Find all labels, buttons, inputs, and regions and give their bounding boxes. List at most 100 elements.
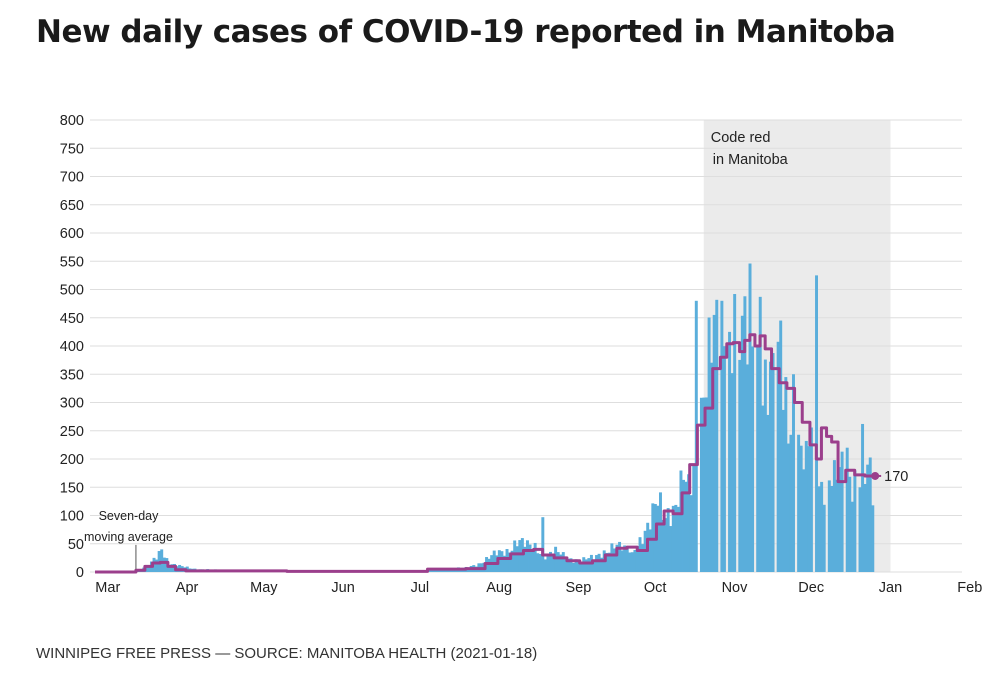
bar (502, 555, 506, 572)
bar (661, 519, 665, 572)
bar (728, 331, 732, 572)
y-tick-label: 550 (60, 254, 84, 270)
bar (822, 504, 826, 572)
bar (756, 346, 760, 572)
bar (630, 552, 634, 572)
bar (797, 434, 801, 572)
bar (715, 299, 719, 572)
bar (766, 414, 770, 572)
bar (848, 476, 852, 572)
bar (551, 554, 555, 572)
x-tick-label: Feb (957, 580, 982, 596)
bar (518, 540, 522, 572)
bar (543, 559, 547, 572)
bar (682, 479, 685, 572)
bar (605, 552, 609, 572)
bar (635, 547, 639, 572)
end-value-label: 170 (884, 469, 908, 485)
bar (702, 397, 706, 572)
bar (820, 481, 824, 572)
bar (771, 353, 775, 572)
bar (740, 315, 744, 572)
bar (559, 554, 563, 572)
bar (835, 479, 839, 572)
bar (431, 569, 435, 572)
y-tick-label: 0 (76, 565, 84, 581)
bar (745, 364, 749, 572)
bar (748, 263, 752, 572)
y-tick-label: 750 (60, 141, 84, 157)
bars (124, 263, 875, 572)
bar (641, 544, 645, 572)
bar (592, 559, 596, 572)
bar (170, 564, 174, 572)
bar (155, 559, 159, 572)
bar (768, 361, 772, 572)
bar (730, 373, 734, 572)
y-tick-label: 250 (60, 424, 84, 440)
bar (546, 553, 550, 572)
source-credit: WINNIPEG FREE PRESS — SOURCE: MANITOBA H… (36, 645, 538, 662)
bar (618, 541, 622, 572)
bar (671, 505, 675, 572)
bar (832, 460, 836, 572)
bar (761, 405, 765, 572)
bar (840, 451, 844, 572)
bar (610, 543, 614, 572)
bar (674, 504, 678, 572)
x-tick-label: Jul (411, 580, 430, 596)
bar (866, 464, 870, 572)
y-tick-label: 500 (60, 283, 84, 299)
bar (561, 552, 565, 572)
x-tick-label: Mar (95, 580, 120, 596)
x-axis-ticks: Mar Apr May Jun Jul Aug Sep Oct Nov Dec Jan Feb (95, 580, 982, 596)
code-red-label-line2: in Manitoba (713, 152, 789, 168)
y-tick-label: 350 (60, 367, 84, 383)
bar (536, 553, 540, 572)
x-tick-label: Jun (331, 580, 354, 596)
x-tick-label: Dec (798, 580, 824, 596)
bar (807, 446, 811, 572)
bar (863, 483, 867, 572)
bar (781, 409, 785, 572)
bar (628, 552, 632, 572)
bar (817, 486, 821, 572)
bar (439, 569, 442, 572)
bar (799, 445, 803, 572)
bar (664, 518, 668, 572)
bar (802, 469, 806, 572)
bar (651, 503, 655, 572)
bar (595, 555, 599, 572)
y-tick-label: 200 (60, 452, 84, 468)
moving-average-label-line2: moving average (84, 530, 173, 544)
chart-title: New daily cases of COVID-19 reported in … (36, 14, 896, 50)
bar (533, 542, 537, 572)
bar (710, 362, 714, 572)
bar (607, 552, 611, 572)
y-tick-label: 150 (60, 480, 84, 496)
bar (692, 464, 696, 572)
x-tick-label: Nov (722, 580, 749, 596)
bar (541, 517, 545, 572)
bar (569, 558, 573, 572)
bar (738, 359, 742, 572)
bar (853, 470, 857, 572)
y-tick-label: 300 (60, 396, 84, 412)
bar (850, 501, 854, 572)
bar (528, 544, 532, 572)
bar (707, 317, 711, 572)
bar (666, 508, 670, 572)
bar (684, 481, 688, 572)
code-red-label-line1: Code red (711, 130, 771, 146)
bar (433, 569, 437, 572)
bar (669, 526, 673, 572)
bar (722, 346, 726, 572)
bar (538, 553, 542, 572)
y-tick-label: 600 (60, 226, 84, 242)
bar (689, 495, 693, 572)
bar (784, 377, 788, 572)
bar (687, 474, 691, 572)
x-tick-label: Jan (879, 580, 902, 596)
bar (699, 397, 703, 572)
